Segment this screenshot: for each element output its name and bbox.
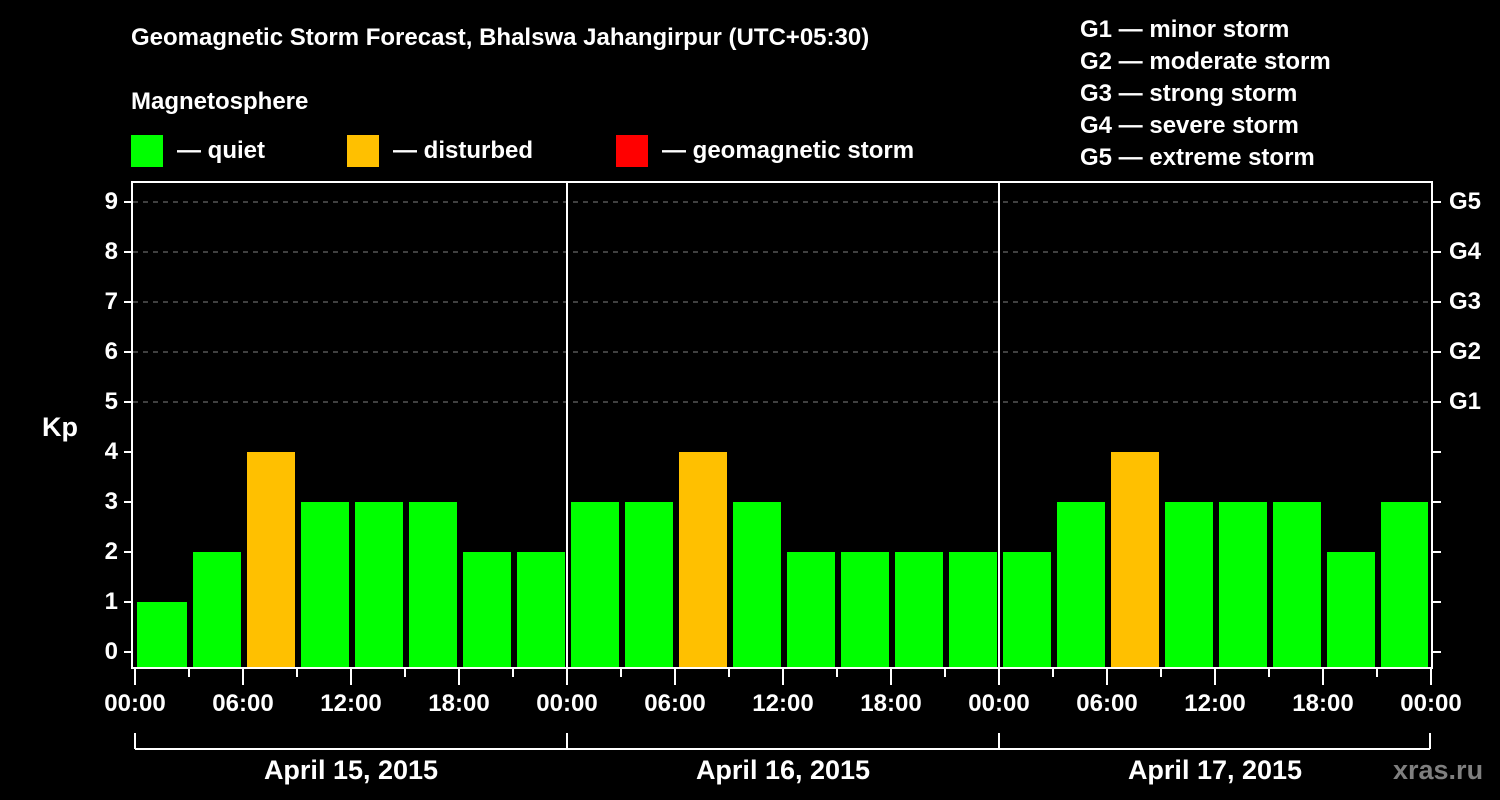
legend-disturbed: — disturbed <box>347 134 533 168</box>
g-tick-label: G5 <box>1449 188 1482 215</box>
y-tick-label: 7 <box>104 288 118 315</box>
y-tick-label: 0 <box>104 638 118 665</box>
x-tick-label: 12:00 <box>1184 690 1246 717</box>
kp-bar <box>1003 552 1051 668</box>
kp-bar <box>679 452 727 668</box>
legend-quiet: — quiet <box>131 134 265 168</box>
kp-bar <box>409 502 457 668</box>
kp-bar <box>787 552 835 668</box>
kp-bar <box>625 502 673 668</box>
kp-bar <box>895 552 943 668</box>
legend-title: Magnetosphere <box>131 88 309 115</box>
kp-bar <box>301 502 349 668</box>
g4-legend: G4 — severe storm <box>1080 112 1299 139</box>
kp-bar <box>247 452 295 668</box>
x-tick-label: 12:00 <box>320 690 382 717</box>
x-tick-label: 00:00 <box>536 690 598 717</box>
y-tick-label: 3 <box>104 488 118 515</box>
kp-bar <box>1273 502 1321 668</box>
kp-bar <box>1111 452 1159 668</box>
g1-legend: G1 — minor storm <box>1080 16 1290 43</box>
y-tick-label: 2 <box>104 538 118 565</box>
x-tick-label: 18:00 <box>1292 690 1354 717</box>
kp-bar <box>1381 502 1428 668</box>
date-label: April 16, 2015 <box>695 755 871 785</box>
x-tick-label: 00:00 <box>968 690 1030 717</box>
kp-bar <box>733 502 781 668</box>
y-tick-label: 9 <box>104 188 118 215</box>
g2-legend: G2 — moderate storm <box>1080 48 1331 75</box>
x-tick-label: 18:00 <box>860 690 922 717</box>
g5-legend: G5 — extreme storm <box>1080 144 1315 171</box>
x-tick-label: 06:00 <box>644 690 706 717</box>
g-tick-label: G1 <box>1449 388 1482 415</box>
chart-title: Geomagnetic Storm Forecast, Bhalswa Jaha… <box>131 24 870 51</box>
legend-quiet-label: — quiet <box>177 137 265 164</box>
kp-bar <box>193 552 241 668</box>
x-tick-label: 12:00 <box>752 690 814 717</box>
y-tick-label: 8 <box>104 238 118 265</box>
date-label: April 15, 2015 <box>263 755 439 785</box>
kp-bar <box>1057 502 1105 668</box>
kp-bar <box>517 552 565 668</box>
y-axis-label: Kp <box>42 412 78 442</box>
kp-bar <box>1327 552 1375 668</box>
disturbed-swatch-icon <box>347 135 379 167</box>
kp-bar <box>1219 502 1267 668</box>
kp-bar <box>463 552 511 668</box>
y-tick-label: 5 <box>104 388 118 415</box>
g-tick-label: G4 <box>1449 238 1482 265</box>
storm-swatch-icon <box>616 135 648 167</box>
x-tick-label: 00:00 <box>104 690 166 717</box>
g3-legend: G3 — strong storm <box>1080 80 1298 107</box>
x-tick-label: 06:00 <box>212 690 274 717</box>
date-label: April 17, 2015 <box>1127 755 1303 785</box>
kp-bar <box>355 502 403 668</box>
g-tick-label: G3 <box>1449 288 1482 315</box>
g-tick-label: G2 <box>1449 338 1482 365</box>
legend-storm: — geomagnetic storm <box>616 134 914 168</box>
x-tick-label: 06:00 <box>1076 690 1138 717</box>
kp-bar <box>1165 502 1213 668</box>
x-tick-label: 00:00 <box>1400 690 1462 717</box>
watermark: xras.ru <box>1393 755 1484 785</box>
kp-bar <box>137 602 187 668</box>
quiet-swatch-icon <box>131 135 163 167</box>
legend-disturbed-label: — disturbed <box>393 137 534 164</box>
kp-bar <box>949 552 997 668</box>
y-tick-label: 1 <box>104 588 118 615</box>
kp-bar <box>841 552 889 668</box>
legend-storm-label: — geomagnetic storm <box>662 137 915 164</box>
x-tick-label: 18:00 <box>428 690 490 717</box>
kp-bar <box>571 502 619 668</box>
y-tick-label: 4 <box>104 438 118 465</box>
y-tick-label: 6 <box>104 338 118 365</box>
g-scale-legend: G1 — minor storm G2 — moderate storm G3 … <box>1080 14 1331 174</box>
